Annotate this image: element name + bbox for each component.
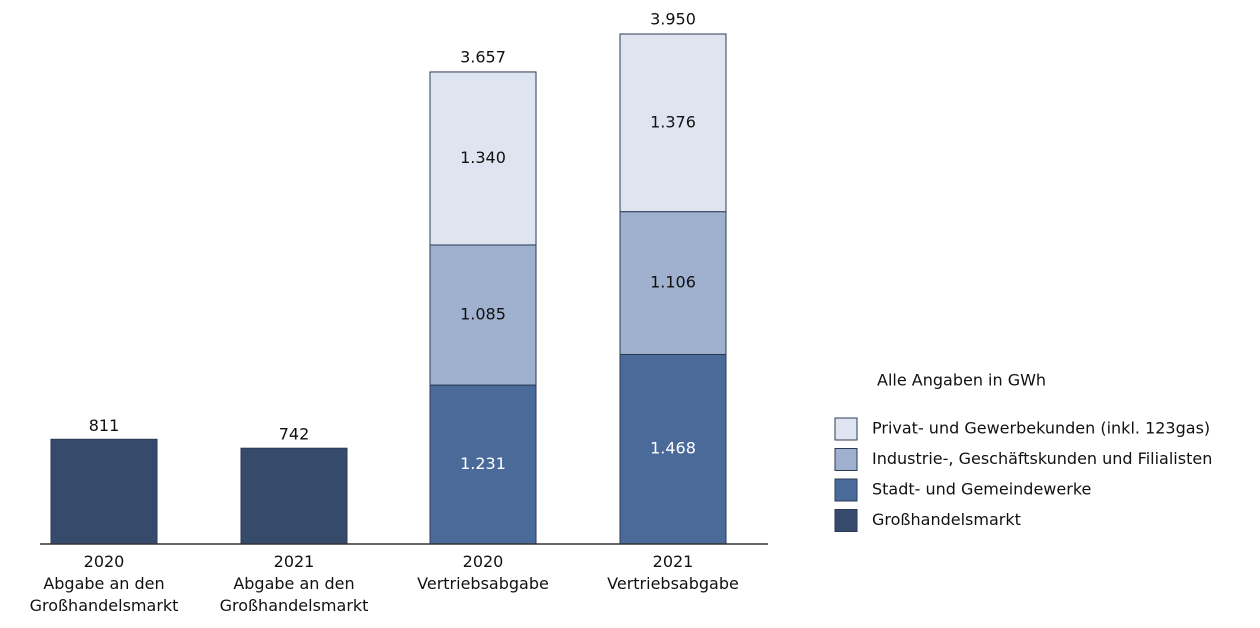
x-tick-label-line: Großhandelsmarkt [30, 596, 179, 615]
x-tick-label-line: Vertriebsabgabe [417, 574, 549, 593]
x-tick-label-line: 2020 [463, 552, 504, 571]
x-tick-label-line: Abgabe an den [43, 574, 164, 593]
legend-label: Privat- und Gewerbekunden (inkl. 123gas) [872, 419, 1210, 438]
x-tick-label-line: 2021 [653, 552, 694, 571]
legend-swatch [834, 417, 858, 441]
legend-label: Großhandelsmarkt [872, 510, 1021, 529]
value-label: 1.376 [650, 112, 696, 131]
legend-swatch [834, 509, 858, 532]
x-tick-label-line: 2020 [84, 552, 125, 571]
x-tick-label: 2021 Vertriebsabgabe [607, 552, 739, 593]
bar-segment [240, 447, 348, 545]
x-tick-label-line: Abgabe an den [233, 574, 354, 593]
x-tick-label-line: Vertriebsabgabe [607, 574, 739, 593]
annotation: Alle Angaben in GWh [877, 371, 1046, 390]
bar-segment [619, 33, 727, 213]
value-label: 1.468 [650, 439, 696, 458]
value-label: 1.231 [460, 454, 506, 473]
legend-label: Industrie-, Geschäftskunden und Filialis… [872, 449, 1212, 468]
bar-segment [429, 244, 537, 386]
x-tick-label-line: 2021 [274, 552, 315, 571]
x-tick-label: 2020 Vertriebsabgabe [417, 552, 549, 593]
value-label: 742 [279, 425, 310, 444]
total-label: 3.657 [460, 47, 506, 66]
bar-segment [619, 353, 727, 545]
bar-segment [50, 438, 158, 545]
bar-segment [429, 71, 537, 246]
value-label: 1.085 [460, 305, 506, 324]
legend-swatch [834, 478, 858, 502]
bar-segment [619, 211, 727, 355]
total-label: 3.950 [650, 10, 696, 29]
legend-label: Stadt- und Gemeindewerke [872, 480, 1091, 499]
x-tick-label-line: Großhandelsmarkt [220, 596, 369, 615]
legend-swatch [834, 448, 858, 471]
bar-segment [429, 384, 537, 545]
value-label: 1.106 [650, 273, 696, 292]
x-tick-label: 2021 Abgabe an den Großhandelsmarkt [220, 552, 369, 615]
x-tick-label: 2020 Abgabe an den Großhandelsmarkt [30, 552, 179, 615]
value-label: 1.340 [460, 148, 506, 167]
value-label: 811 [89, 416, 120, 435]
